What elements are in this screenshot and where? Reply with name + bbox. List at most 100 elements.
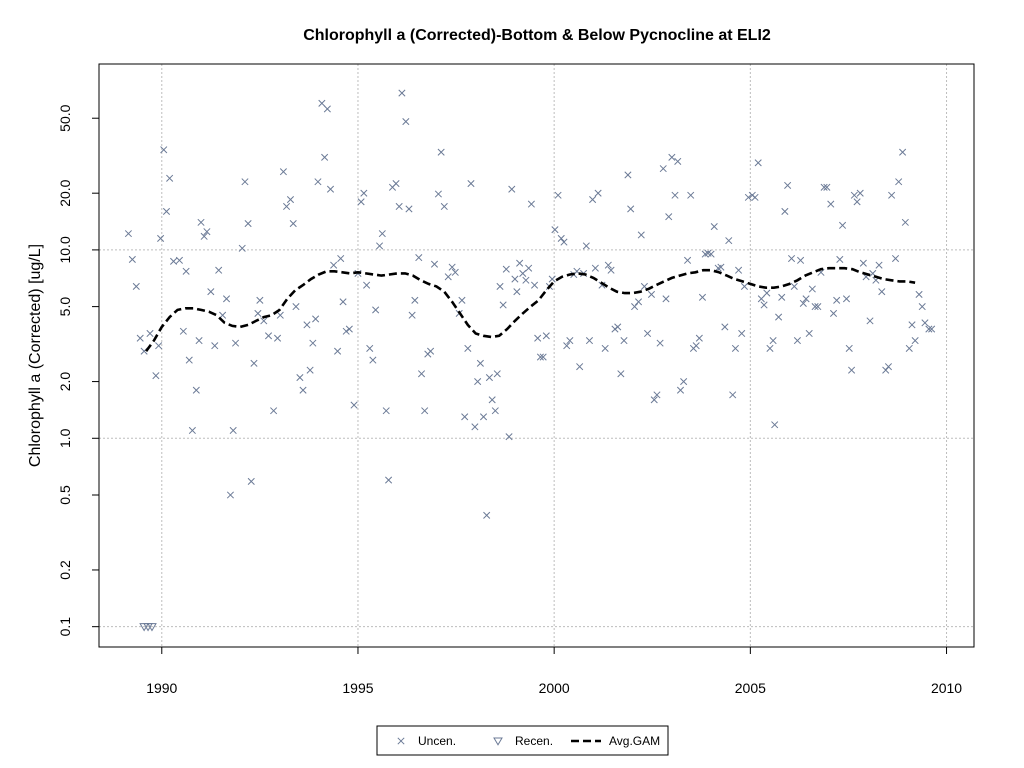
uncensored-point-stroke	[146, 329, 154, 338]
uncensored-point-stroke	[309, 339, 317, 347]
uncensored-point	[856, 189, 864, 197]
uncensored-point	[656, 339, 664, 347]
uncensored-point-stroke	[273, 334, 282, 342]
uncensored-point-stroke	[707, 250, 715, 258]
uncensored-point-stroke	[321, 153, 329, 161]
uncensored-point-stroke	[345, 325, 353, 333]
uncensored-point-stroke	[725, 237, 733, 245]
uncensored-point	[769, 337, 777, 345]
uncensored-point-stroke	[598, 281, 606, 289]
uncensored-point-stroke	[166, 174, 174, 182]
uncensored-point-stroke	[620, 337, 628, 345]
uncensored-point	[637, 231, 645, 239]
uncensored-point-stroke	[519, 269, 527, 277]
uncensored-point	[911, 337, 919, 345]
uncensored-point-stroke	[182, 267, 190, 275]
uncensored-point	[474, 378, 482, 386]
y-tick-label: 20.0	[57, 179, 73, 206]
uncensored-point	[601, 344, 609, 352]
uncensored-point-stroke	[312, 315, 320, 323]
uncensored-point-stroke	[522, 276, 530, 284]
uncensored-point	[647, 290, 656, 299]
uncensored-point	[357, 198, 365, 206]
uncensored-point	[729, 391, 737, 399]
uncensored-point	[534, 334, 542, 342]
uncensored-point-stroke	[563, 342, 571, 350]
uncensored-point-stroke	[721, 323, 729, 331]
uncensored-point-stroke	[823, 183, 831, 191]
uncensored-point-stroke	[157, 234, 165, 243]
uncensored-point	[483, 511, 491, 519]
uncensored-point	[405, 205, 413, 213]
uncensored-point	[415, 254, 423, 262]
uncensored-point-stroke	[634, 298, 643, 306]
uncensored-point	[485, 374, 493, 382]
uncensored-point	[321, 153, 329, 161]
uncensored-point-stroke	[591, 264, 599, 272]
uncensored-point	[254, 309, 262, 317]
uncensored-point	[222, 295, 231, 303]
uncensored-point-stroke	[665, 213, 673, 221]
uncensored-point-stroke	[866, 317, 874, 325]
uncensored-point-stroke	[421, 407, 429, 415]
uncensored-point	[314, 178, 322, 186]
uncensored-point	[731, 344, 739, 352]
uncensored-point-stroke	[820, 183, 828, 191]
uncensored-point-stroke	[256, 296, 264, 304]
y-tick-label: 2.0	[57, 372, 73, 392]
uncensored-point-stroke	[303, 321, 311, 329]
uncensored-point-stroke	[548, 275, 556, 283]
uncensored-point	[179, 327, 187, 335]
x-tick-label: 2010	[931, 680, 962, 696]
uncensored-point-stroke	[231, 339, 240, 347]
uncensored-point-stroke	[211, 342, 219, 350]
uncensored-point	[620, 337, 628, 345]
uncensored-point	[247, 477, 255, 486]
uncensored-point	[781, 207, 789, 215]
uncensored-point-stroke	[766, 344, 774, 352]
y-axis-label: Chlorophyll a (Corrected) [ug/L]	[27, 244, 44, 467]
uncensored-point-stroke	[160, 146, 168, 154]
uncensored-point	[790, 282, 798, 290]
uncensored-point	[839, 221, 847, 229]
uncensored-point-stroke	[751, 193, 759, 201]
uncensored-point	[260, 317, 268, 325]
uncensored-point	[875, 261, 883, 269]
uncensored-point-stroke	[350, 401, 358, 409]
uncensored-point-stroke	[385, 476, 393, 484]
uncensored-point	[378, 230, 386, 238]
uncensored-point-stroke	[653, 391, 661, 399]
uncensored-point	[430, 260, 439, 268]
uncensored-point	[721, 323, 729, 331]
uncensored-point	[229, 426, 237, 435]
uncensored-point-stroke	[318, 99, 326, 107]
uncensored-point	[787, 254, 796, 263]
uncensored-point	[303, 321, 311, 329]
uncensored-point-stroke	[928, 325, 936, 333]
uncensored-point	[175, 256, 183, 264]
uncensored-point-stroke	[754, 159, 762, 167]
uncensored-point-stroke	[554, 191, 562, 199]
uncensored-point-stroke	[808, 285, 816, 293]
uncensored-point	[895, 178, 903, 186]
uncensored-point-stroke	[757, 295, 765, 303]
x-tick-label: 1990	[146, 680, 177, 696]
uncensored-point-stroke	[226, 491, 234, 499]
uncensored-point	[366, 344, 374, 352]
uncensored-point	[918, 303, 926, 311]
uncensored-point-stroke	[448, 263, 456, 271]
uncensored-point	[136, 334, 144, 342]
uncensored-point-stroke	[650, 396, 658, 404]
uncensored-point-stroke	[326, 185, 335, 193]
uncensored-point-stroke	[884, 363, 893, 371]
uncensored-point	[827, 200, 835, 208]
uncensored-point	[853, 198, 861, 206]
uncensored-point-stroke	[842, 295, 851, 303]
uncensored-point-stroke	[491, 407, 499, 415]
uncensored-point-stroke	[434, 190, 442, 198]
uncensored-point	[334, 347, 342, 355]
uncensored-point	[350, 401, 358, 409]
uncensored-point	[631, 303, 639, 311]
uncensored-point-stroke	[771, 421, 779, 429]
